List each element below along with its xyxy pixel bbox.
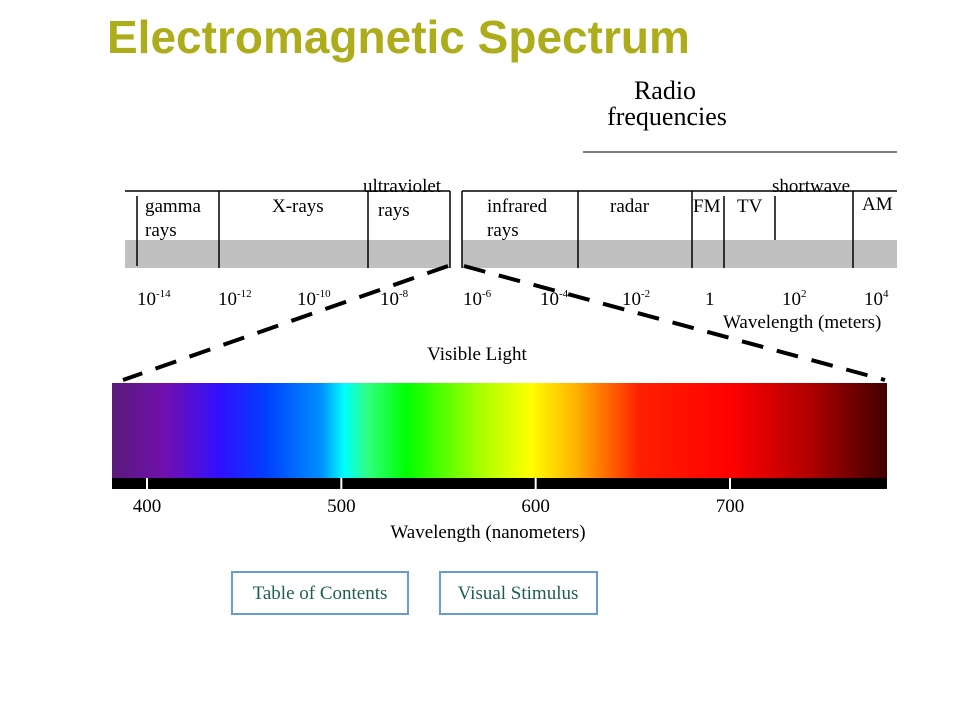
button-label[interactable]: Table of Contents — [253, 583, 388, 604]
spectrum-band — [125, 240, 450, 268]
wavelength-tick: 1 — [705, 289, 715, 310]
band-label: TV — [737, 196, 763, 217]
tick-exponent: -10 — [316, 288, 331, 300]
tick-exponent: -4 — [559, 288, 569, 300]
tick-exponent: -14 — [156, 288, 171, 300]
wavelength-tick: 104 — [864, 288, 889, 310]
wavelength-tick: 102 — [782, 288, 807, 310]
wavelength-tick: 10-6 — [463, 288, 492, 310]
tick-exponent: 4 — [883, 288, 889, 300]
visible-tick-label: 500 — [327, 496, 356, 517]
band-label: rays — [378, 200, 410, 221]
radio-label: Radio — [634, 76, 696, 105]
radio-label: frequencies — [607, 102, 727, 131]
visible-tick-label: 700 — [716, 496, 745, 517]
spectrum-band — [462, 240, 897, 268]
tick-base: 10 — [540, 289, 559, 310]
wavelength-tick: 10-14 — [137, 288, 171, 310]
band-label: gamma — [145, 196, 201, 217]
tick-base: 10 — [864, 289, 883, 310]
wavelength-tick: 10-10 — [297, 288, 331, 310]
band-label: AM — [862, 194, 893, 215]
band-label: ultraviolet — [363, 176, 442, 197]
wavelength-tick: 10-2 — [622, 288, 650, 310]
wavelength-tick: 10-8 — [380, 288, 409, 310]
axis-bar — [112, 478, 887, 489]
button-frame[interactable] — [439, 571, 598, 615]
visible-tick-label: 400 — [133, 496, 162, 517]
tick-exponent: 2 — [801, 288, 807, 300]
button[interactable]: Visual Stimulus — [439, 571, 598, 615]
band-label: infrared — [487, 196, 548, 217]
button[interactable]: Table of Contents — [231, 571, 409, 615]
tick-base: 10 — [380, 289, 399, 310]
visible-tick-label: 600 — [521, 496, 550, 517]
tick-exponent: -8 — [399, 288, 409, 300]
visible-spectrum — [112, 383, 887, 478]
band-label: rays — [145, 220, 177, 241]
title: Electromagnetic Spectrum — [107, 11, 690, 63]
band-dividers — [136, 191, 854, 268]
band-label: FM — [693, 196, 721, 217]
tick-exponent: -2 — [641, 288, 650, 300]
tick-base: 10 — [137, 289, 156, 310]
tick-exponent: -12 — [237, 288, 252, 300]
tick-base: 10 — [622, 289, 641, 310]
band-label: shortwave — [772, 176, 850, 197]
band-label: radar — [610, 196, 650, 217]
axis-label: Wavelength (meters) — [723, 312, 881, 333]
button-label[interactable]: Visual Stimulus — [458, 583, 579, 604]
axis-label: Wavelength (nanometers) — [390, 522, 585, 543]
wavelength-tick: 10-4 — [540, 288, 569, 310]
zoom-line — [122, 264, 449, 382]
band-label: X-rays — [272, 196, 324, 217]
wavelength-tick: 10-12 — [218, 288, 252, 310]
tick-base: 1 — [705, 289, 715, 310]
tick-exponent: -6 — [482, 288, 492, 300]
visible-light-label: Visible Light — [427, 344, 527, 365]
band-label: rays — [487, 220, 519, 241]
tick-base: 10 — [218, 289, 237, 310]
tick-base: 10 — [297, 289, 316, 310]
tick-base: 10 — [463, 289, 482, 310]
zoom-line — [463, 264, 886, 382]
button-frame[interactable] — [231, 571, 409, 615]
tick-base: 10 — [782, 289, 801, 310]
